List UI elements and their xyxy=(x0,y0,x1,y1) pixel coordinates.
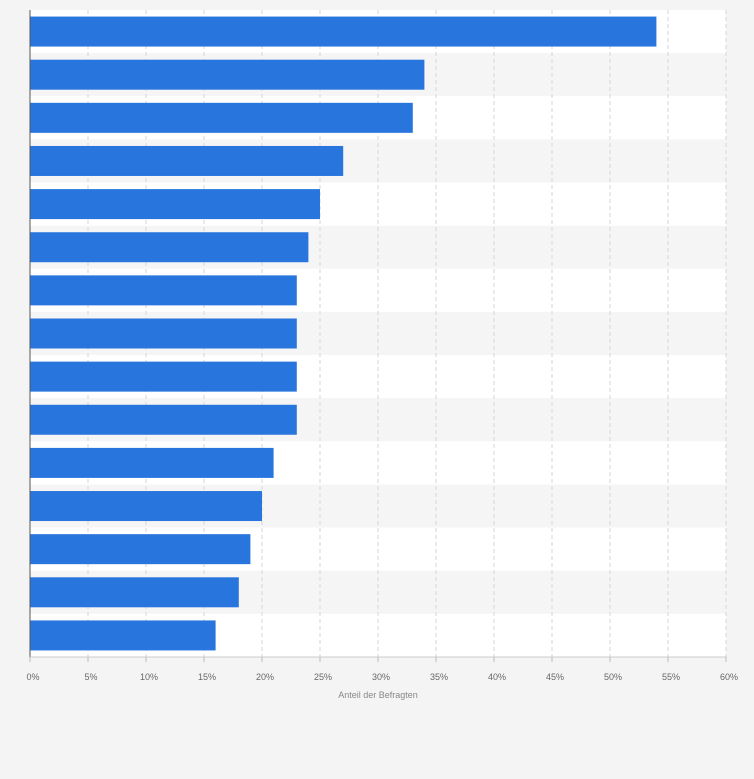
bar[interactable] xyxy=(30,620,216,651)
x-tick-label: 5% xyxy=(84,672,97,682)
x-tick-label: 30% xyxy=(372,672,390,682)
x-axis-title: Anteil der Befragten xyxy=(338,690,418,700)
bar[interactable] xyxy=(30,318,297,349)
bar[interactable] xyxy=(30,102,413,133)
bar[interactable] xyxy=(30,534,251,565)
bar[interactable] xyxy=(30,404,297,435)
x-tick-label: 60% xyxy=(720,672,738,682)
x-tick-label: 10% xyxy=(140,672,158,682)
bar[interactable] xyxy=(30,361,297,392)
x-tick-label: 20% xyxy=(256,672,274,682)
x-tick-label: 45% xyxy=(546,672,564,682)
x-tick-label: 50% xyxy=(604,672,622,682)
x-tick-label: 35% xyxy=(430,672,448,682)
x-tick-label: 15% xyxy=(198,672,216,682)
bar[interactable] xyxy=(30,232,309,263)
x-tick-label: 55% xyxy=(662,672,680,682)
x-tick-label: 0% xyxy=(26,672,39,682)
bar[interactable] xyxy=(30,275,297,306)
x-tick-label: 25% xyxy=(314,672,332,682)
bar[interactable] xyxy=(30,491,262,522)
bar[interactable] xyxy=(30,447,274,478)
bar[interactable] xyxy=(30,145,344,176)
x-tick-label: 40% xyxy=(488,672,506,682)
bar[interactable] xyxy=(30,189,320,220)
bar[interactable] xyxy=(30,16,657,47)
bar[interactable] xyxy=(30,577,239,608)
bar[interactable] xyxy=(30,59,425,90)
